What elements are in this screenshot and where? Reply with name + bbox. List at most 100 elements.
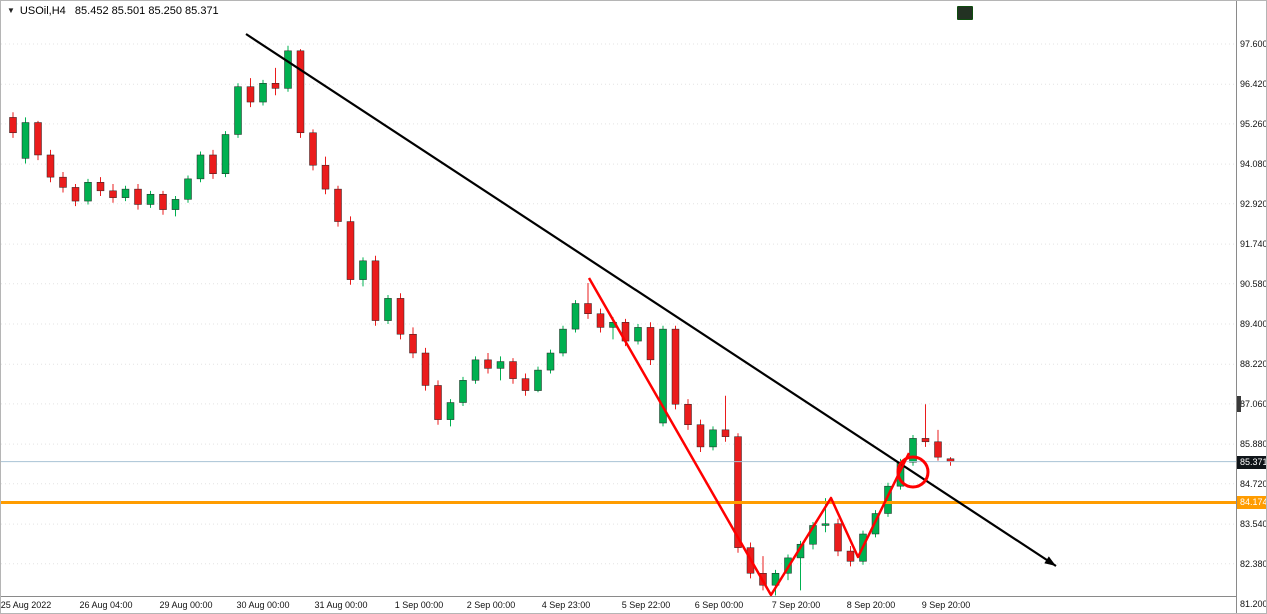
- chart-corner-icon[interactable]: [957, 6, 973, 20]
- candle-body: [459, 380, 467, 403]
- y-axis-label: 81.200: [1240, 598, 1267, 609]
- candle-body: [496, 361, 505, 369]
- candle-body: [21, 122, 30, 159]
- candle-body: [309, 132, 317, 166]
- candle-body: [421, 352, 430, 386]
- candle-body: [146, 193, 155, 205]
- candle-body: [409, 333, 417, 354]
- candle-body: [821, 523, 830, 526]
- candle-body: [721, 429, 730, 437]
- candle-body: [584, 303, 592, 314]
- y-axis-label: 97.600: [1240, 38, 1267, 49]
- candle-body: [671, 328, 680, 405]
- candle-body: [9, 117, 17, 134]
- candle-body: [709, 429, 717, 448]
- candle-body: [109, 190, 117, 198]
- breakout-circle[interactable]: [896, 455, 930, 489]
- time-axis[interactable]: 25 Aug 2022 26 Aug 04:00 29 Aug 00:00 30 Au…: [0, 596, 1236, 613]
- candle-body: [909, 438, 917, 463]
- candle-body: [634, 327, 642, 342]
- x-axis-label: 8 Sep 20:00: [846, 600, 896, 610]
- pattern-zigzag[interactable]: [587, 277, 911, 597]
- candle-body: [596, 313, 605, 328]
- candle-body: [934, 441, 942, 458]
- candle-body: [434, 385, 442, 420]
- symbol-dropdown-icon[interactable]: ▼: [7, 6, 15, 15]
- y-axis-label: 96.420: [1240, 79, 1267, 90]
- candle-body: [321, 164, 330, 190]
- candle-body: [59, 176, 67, 188]
- candle-body: [646, 327, 655, 361]
- candle-body: [771, 573, 780, 586]
- candle-body: [446, 402, 455, 420]
- candle-body: [84, 182, 92, 202]
- x-axis-label: 4 Sep 23:00: [541, 600, 591, 610]
- level-line-badge[interactable]: 84.174: [1237, 496, 1266, 510]
- candle-body: [259, 83, 267, 103]
- y-axis-label: 87.060: [1240, 398, 1267, 409]
- trendline-arrowhead: [1044, 556, 1056, 566]
- candle-body: [196, 154, 205, 180]
- candle-body: [134, 188, 142, 205]
- y-axis-label: 89.400: [1240, 318, 1267, 329]
- candle-body: [884, 485, 892, 514]
- candle-body: [659, 328, 667, 424]
- x-axis-label: 6 Sep 00:00: [694, 600, 744, 610]
- candle-body: [359, 260, 367, 280]
- x-axis-label: 9 Sep 20:00: [921, 600, 971, 610]
- candle-body: [209, 154, 217, 174]
- y-axis-label: 84.720: [1240, 478, 1267, 489]
- candle-body: [534, 369, 542, 391]
- trendline[interactable]: [245, 33, 1057, 567]
- candle-body: [121, 188, 130, 198]
- x-axis-label: 26 Aug 04:00: [79, 600, 133, 610]
- candle-body: [271, 83, 280, 89]
- y-axis-label: 91.740: [1240, 239, 1267, 250]
- chart-ohlc-title: ▼ USOil,H4 85.452 85.501 85.250 85.371: [7, 5, 219, 17]
- candle-body: [46, 154, 55, 178]
- y-axis-label: 82.380: [1240, 558, 1267, 569]
- candle-body: [171, 199, 180, 210]
- x-axis-label: 29 Aug 00:00: [159, 600, 213, 610]
- candle-body: [184, 178, 192, 200]
- y-axis-label: 90.580: [1240, 278, 1267, 289]
- candle-body: [71, 187, 80, 202]
- price-axis[interactable]: 97.600 96.420 95.260 94.080 92.920 91.740 90.5…: [1236, 1, 1267, 613]
- x-axis-label: 5 Sep 22:00: [621, 600, 671, 610]
- candle-body: [471, 359, 480, 381]
- candle-body: [509, 361, 517, 379]
- candle-body: [834, 523, 842, 552]
- y-axis-label: 95.260: [1240, 118, 1267, 129]
- candle-body: [34, 122, 42, 156]
- candle-body: [384, 298, 392, 321]
- candle-body: [846, 550, 855, 562]
- candle-body: [96, 182, 105, 192]
- candle-body: [921, 438, 930, 443]
- x-axis-label: 1 Sep 00:00: [394, 600, 444, 610]
- candle-body: [696, 424, 705, 448]
- candle-body: [734, 436, 742, 548]
- candle-body: [396, 298, 405, 335]
- candle-body: [521, 378, 530, 391]
- candle-body: [546, 352, 555, 371]
- axis-marker: [1237, 396, 1241, 412]
- candle-body: [684, 403, 692, 425]
- x-axis-label: 31 Aug 00:00: [314, 600, 368, 610]
- candle-body: [346, 221, 355, 280]
- x-axis-label: 25 Aug 2022: [0, 600, 52, 610]
- candle-body: [221, 134, 230, 174]
- y-axis-label: 83.540: [1240, 519, 1267, 530]
- candle-body: [484, 359, 492, 369]
- y-axis-label: 88.220: [1240, 359, 1267, 370]
- price-chart[interactable]: [1, 1, 1236, 614]
- candle-body: [234, 86, 242, 135]
- x-axis-label: 30 Aug 00:00: [236, 600, 290, 610]
- chart-title-text: USOil,H4 85.452 85.501 85.250 85.371: [19, 5, 219, 17]
- y-axis-label: 85.880: [1240, 439, 1267, 450]
- y-axis-label: 94.080: [1240, 159, 1267, 170]
- candle-body: [371, 260, 380, 321]
- x-axis-label: 7 Sep 20:00: [771, 600, 821, 610]
- candle-body: [571, 303, 580, 330]
- y-axis-label: 92.920: [1240, 198, 1267, 209]
